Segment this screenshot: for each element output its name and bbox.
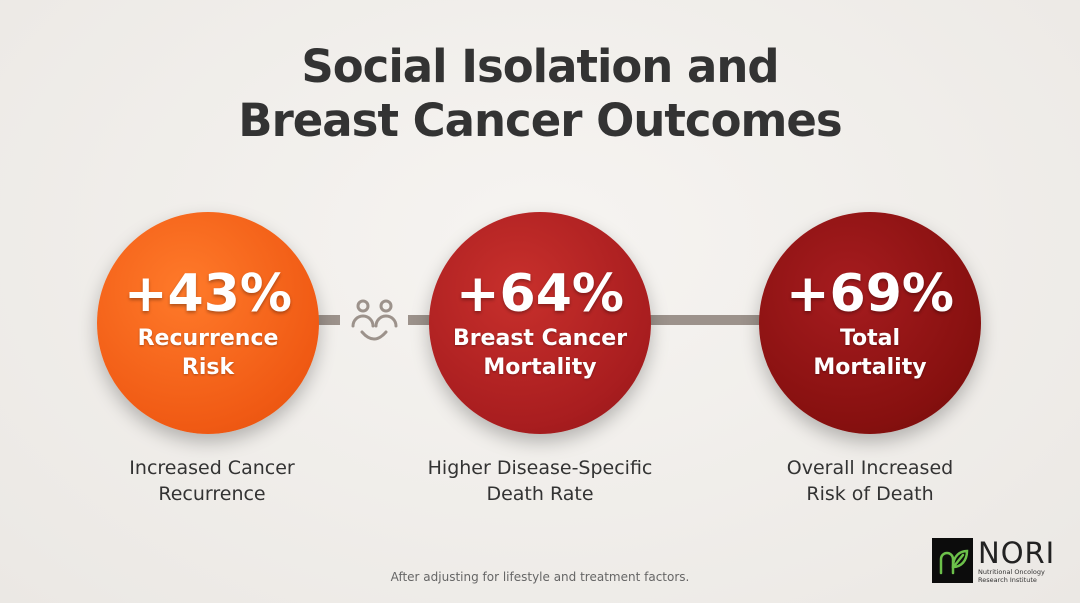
- stat-circle-total-mortality: +69% Total Mortality: [759, 212, 981, 434]
- nori-logo: NORI Nutritional Oncology Research Insti…: [932, 538, 1055, 584]
- desc-line: Overall Increased: [786, 457, 954, 479]
- desc-line: Risk of Death: [806, 483, 934, 505]
- stat-circle-recurrence: +43% Recurrence Risk: [97, 212, 319, 434]
- page-title: Social Isolation and Breast Cancer Outco…: [0, 40, 1080, 148]
- stat-label: Mortality: [813, 355, 927, 380]
- title-line-1: Social Isolation and: [301, 40, 779, 93]
- desc-line: Higher Disease-Specific: [427, 457, 653, 479]
- logo-subtitle: Research Institute: [978, 576, 1037, 584]
- connector-line: [300, 315, 340, 325]
- stat-description: Higher Disease-Specific Death Rate: [410, 455, 670, 507]
- stat-label: Breast Cancer: [452, 326, 628, 351]
- stat-label: Mortality: [483, 355, 597, 380]
- stat-description: Overall Increased Risk of Death: [740, 455, 1000, 507]
- stat-circle-breast-cancer-mortality: +64% Breast Cancer Mortality: [429, 212, 651, 434]
- desc-line: Recurrence: [158, 483, 266, 505]
- stat-label: Total: [839, 326, 901, 351]
- connector-line: [640, 315, 780, 325]
- footnote: After adjusting for lifestyle and treatm…: [390, 570, 690, 584]
- stat-value: +69%: [785, 264, 955, 324]
- stat-description: Increased Cancer Recurrence: [82, 455, 342, 507]
- desc-line: Death Rate: [486, 483, 594, 505]
- stat-label: Recurrence: [137, 326, 279, 351]
- stat-label: Risk: [181, 355, 235, 380]
- connector-line: [408, 315, 448, 325]
- logo-subtitle: Nutritional Oncology: [978, 568, 1045, 576]
- leaf-icon: [932, 538, 973, 583]
- title-line-2: Breast Cancer Outcomes: [238, 94, 842, 147]
- desc-line: Increased Cancer: [129, 457, 295, 479]
- stat-value: +43%: [123, 264, 293, 324]
- stat-value: +64%: [455, 264, 625, 324]
- people-smile-icon: [351, 299, 398, 341]
- logo-name: NORI: [978, 536, 1056, 570]
